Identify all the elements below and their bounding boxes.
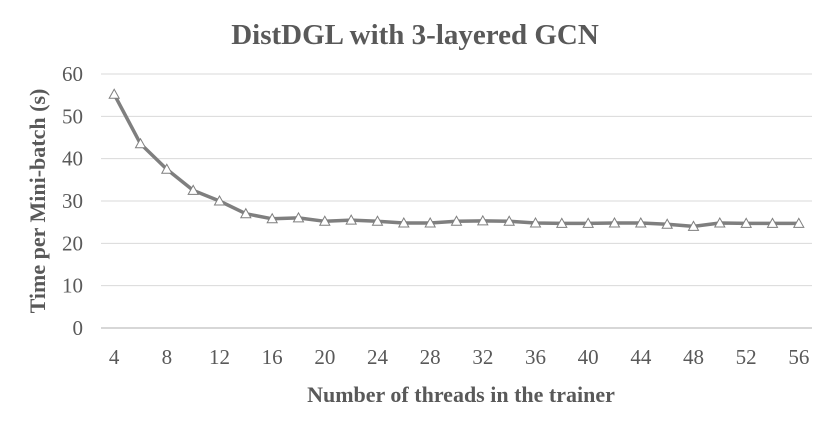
data-point	[608, 216, 621, 228]
x-axis-label: Number of threads in the trainer	[307, 382, 615, 407]
series-layer	[108, 88, 805, 231]
data-point	[766, 217, 779, 228]
data-point	[687, 220, 700, 231]
data-point	[555, 217, 568, 228]
data-point	[503, 215, 516, 226]
chart-title: DistDGL with 3-layered GCN	[231, 19, 599, 51]
y-axis-label: Time per Mini-batch (s)	[25, 89, 50, 314]
x-tick-label: 32	[472, 345, 493, 369]
series-line	[112, 92, 801, 229]
x-tick-label: 52	[736, 345, 757, 369]
data-point	[187, 184, 200, 195]
x-tick-label: 36	[525, 345, 546, 369]
y-tick-label: 30	[62, 189, 83, 213]
data-point	[424, 216, 437, 228]
x-tick-label: 28	[420, 345, 441, 369]
y-tick-label: 10	[62, 274, 83, 298]
data-point	[450, 215, 463, 226]
y-tick-label: 50	[62, 104, 83, 128]
gridlines	[101, 73, 812, 329]
data-point	[740, 217, 753, 228]
data-point	[318, 215, 331, 226]
data-point	[476, 214, 489, 226]
data-point	[582, 217, 595, 228]
data-point	[661, 218, 674, 229]
data-point	[134, 137, 147, 149]
y-tick-label: 0	[73, 316, 84, 340]
data-point	[213, 194, 226, 206]
x-tick-label: 20	[314, 345, 335, 369]
data-point	[529, 216, 542, 228]
data-point	[371, 215, 384, 226]
x-tick-label: 44	[630, 345, 652, 369]
x-tick-label: 56	[788, 345, 809, 369]
x-tick-label: 16	[262, 345, 283, 369]
data-point	[634, 216, 647, 228]
data-point	[108, 88, 121, 99]
data-point	[239, 207, 252, 219]
y-axis-ticks: 0 10 20 30 40 50 60	[62, 62, 83, 340]
x-axis-ticks: 4 8 12 16 20 24 28 32 36 40 44 48 52 56	[109, 345, 809, 369]
x-tick-label: 8	[162, 345, 173, 369]
data-point	[345, 214, 358, 225]
y-tick-label: 40	[62, 147, 83, 171]
data-point	[160, 163, 173, 174]
data-point	[713, 216, 726, 228]
x-tick-label: 40	[578, 345, 599, 369]
data-point	[292, 211, 305, 223]
y-tick-label: 20	[62, 231, 83, 255]
x-tick-label: 48	[683, 345, 704, 369]
data-point	[266, 212, 279, 224]
data-point	[792, 217, 805, 228]
x-tick-label: 4	[109, 345, 120, 369]
data-point	[397, 216, 410, 228]
x-tick-label: 12	[209, 345, 230, 369]
y-tick-label: 60	[62, 62, 83, 86]
x-tick-label: 24	[367, 345, 389, 369]
